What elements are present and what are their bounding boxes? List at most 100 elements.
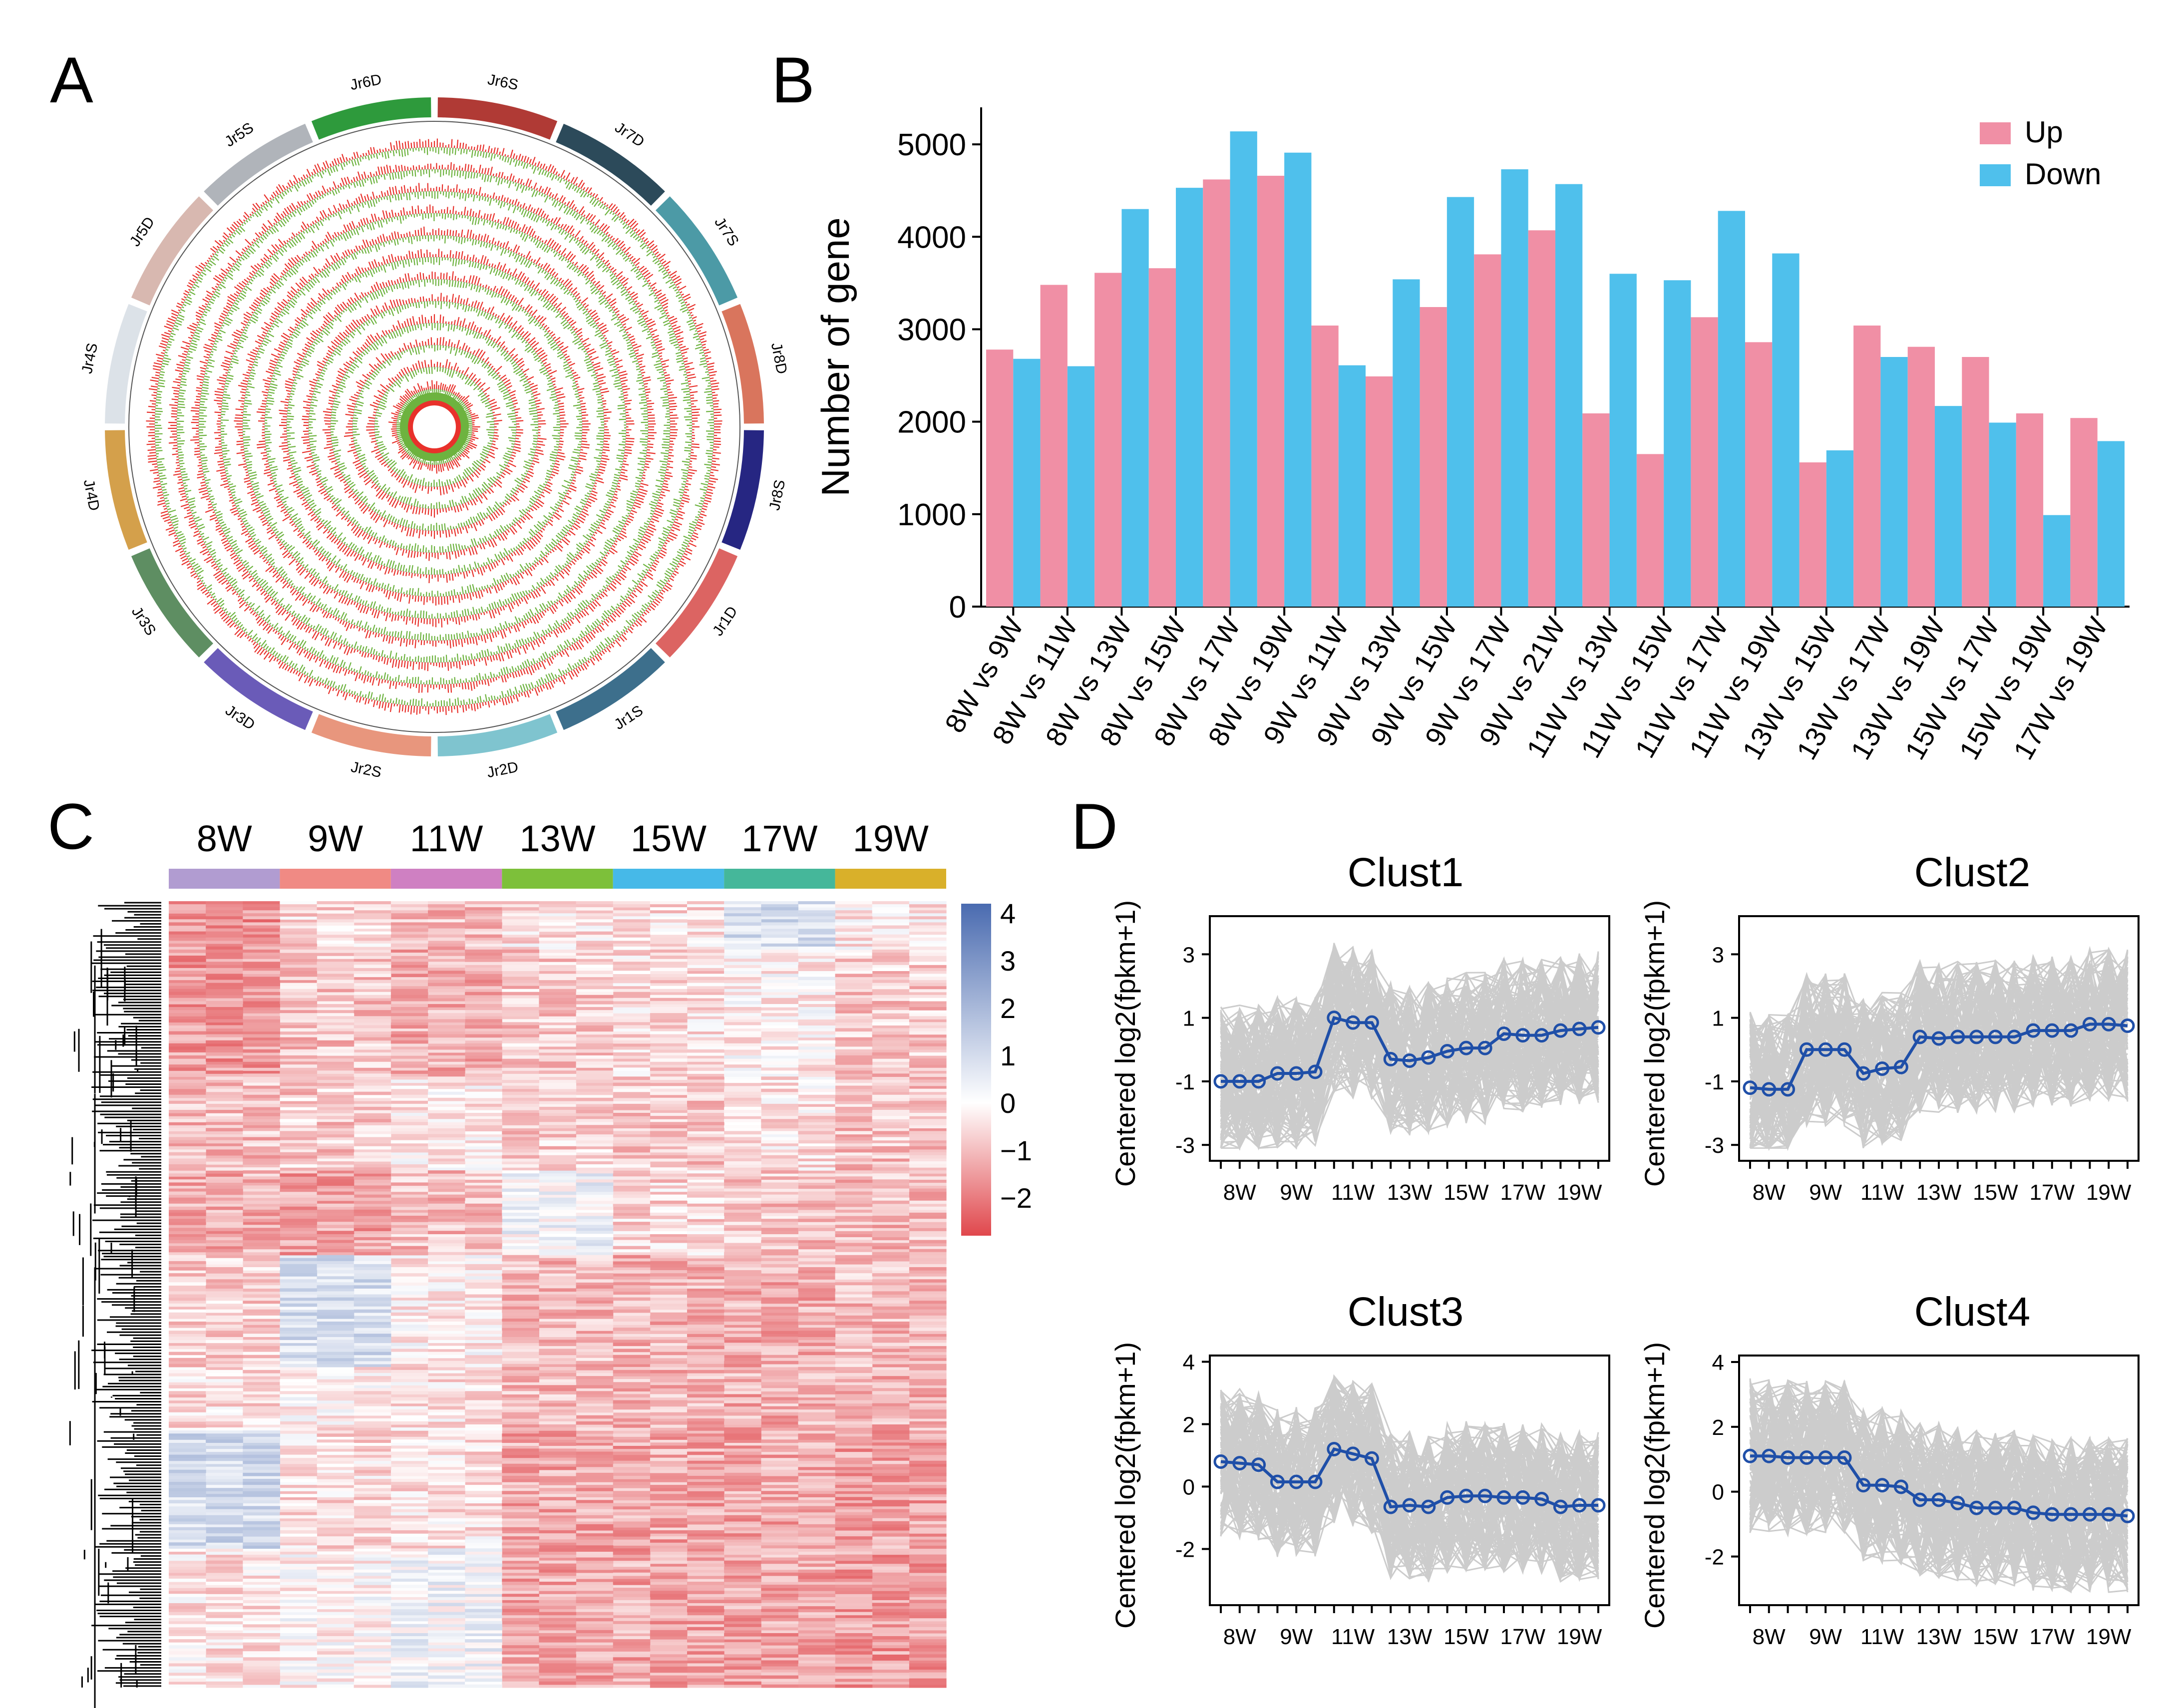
heatmap-cells [428,1557,502,1619]
chromosome-segment [131,196,214,306]
heatmap-cells [354,1276,391,1280]
colorbar-tick-label: 3 [1000,945,1016,977]
heatmap-column-label: 9W [308,818,363,859]
colorbar-tick-label: 1 [1000,1040,1016,1071]
colorbar [961,904,991,1236]
y-tick-label: -1 [1705,1070,1724,1094]
bar-down [1067,366,1095,607]
centroid-point [1327,1442,1342,1456]
bar-down [1609,274,1637,607]
centroid-point [2007,1500,2022,1515]
heatmap-cells [169,1430,206,1434]
chromosome-segment [721,430,764,550]
centroid-point [1458,1040,1473,1055]
x-tick-label: 9W [1280,1180,1313,1205]
track-baseline [330,323,539,531]
heatmap-cells [243,919,280,923]
center-ring-green [400,392,469,461]
y-axis-label: Number of gene [813,217,857,496]
centroid-point [2101,1507,2116,1522]
heatmap-column-annotation [835,869,946,889]
centroid-point [2101,1017,2116,1031]
heatmap-cells [243,1472,280,1476]
panel-label-c: C [47,790,94,863]
bar-up [1799,462,1826,607]
centroid-point [1515,1028,1530,1043]
chromosome-label: Jr1D [710,604,741,639]
centroid-point [1251,1457,1266,1472]
bar-down [1121,209,1149,607]
y-tick-label: 1000 [897,498,966,532]
chromosome-segment [556,648,665,730]
y-axis-label: Centered log2(fpkm+1) [1109,900,1141,1187]
chromosome-label: Jr4D [80,478,103,512]
colorbar-tick-label: −2 [1000,1182,1032,1214]
heatmap-cells [169,943,947,1688]
panel-label-b: B [771,43,815,116]
centroid-point [1799,1042,1814,1057]
centroid-point [1553,1023,1568,1038]
bar-down [1501,169,1528,607]
heatmap-column-annotation [280,869,391,889]
track-baseline [176,169,693,685]
chromosome-label: Jr8S [766,478,788,512]
track-red-bars [366,359,502,496]
heatmap-cells [613,971,836,990]
centroid-point [1856,1066,1871,1081]
heatmap-cells [502,1366,947,1637]
track-red-bars [344,337,524,518]
heatmap-cells [317,1309,391,1316]
chromosome-label: Jr8D [768,341,790,375]
y-tick-label: 4 [1183,1351,1195,1375]
heatmap-cells [243,1037,910,1643]
heatmap-cells [169,907,947,1582]
centroid-point [2082,1507,2097,1522]
chromosome-label: Jr7S [711,214,742,249]
cluster-chart: Clust2 -3 -1 1 3 Centered log2(fpkm+1) 8W 9W 11W… [1639,850,2140,1205]
cluster-chart: Clust3 -2 0 2 4 Centered log2(fpkm+1) 8W 9W 11W 1… [1109,1289,1610,1649]
centroid-point [1534,1028,1549,1043]
track-green-bars [352,344,517,509]
y-tick-label: 0 [1183,1475,1195,1500]
centroid-point [2045,1023,2060,1038]
x-tick-label: 11W [1331,1625,1375,1649]
centroid-point [1875,1061,1890,1076]
bar-up [1853,326,1881,607]
bar-up [1094,273,1122,607]
heatmap-cells [169,995,947,1676]
chromosome-label: Jr2D [485,759,520,781]
track-red-bars [388,380,480,474]
centroid-point [2045,1507,2060,1522]
centroid-point [2082,1017,2097,1031]
centroid-point [1364,1451,1379,1466]
centroid-point [1762,1082,1777,1097]
heatmap-cells [465,1572,502,1576]
centroid-point [1496,1026,1511,1041]
x-tick-label: 9W [1809,1180,1842,1205]
centroid-point [1912,1492,1927,1507]
bar-down [1555,184,1583,607]
heatmap-cells [317,1279,355,1283]
heatmap-cells [243,1542,280,1546]
x-tick-label: 13W [1387,1625,1433,1649]
y-tick-label: 3000 [897,313,966,347]
bar-up [1420,307,1447,607]
legend-swatch [1980,122,2011,144]
x-tick-label: 8W [1753,1180,1786,1205]
centroid-point [1232,1074,1247,1089]
y-tick-label: 0 [1712,1480,1724,1505]
bar-down [1284,152,1312,607]
bar-up [1745,342,1773,607]
centroid-point [2007,1029,2022,1044]
x-tick-label: 8W [1223,1625,1256,1649]
heatmap-column-label: 17W [741,818,817,859]
x-tick-label: 17W [2030,1625,2075,1649]
bar-up [2070,418,2098,607]
chromosome-label: Jr2S [350,759,383,781]
x-tick-label: 9W [1280,1625,1313,1649]
x-tick-label: 11W [1331,1180,1375,1205]
row-dendrogram [69,902,161,1688]
chromosome-label: Jr3D [222,702,258,733]
heatmap-column-label: 13W [519,818,595,859]
heatmap-cells [465,1678,502,1682]
